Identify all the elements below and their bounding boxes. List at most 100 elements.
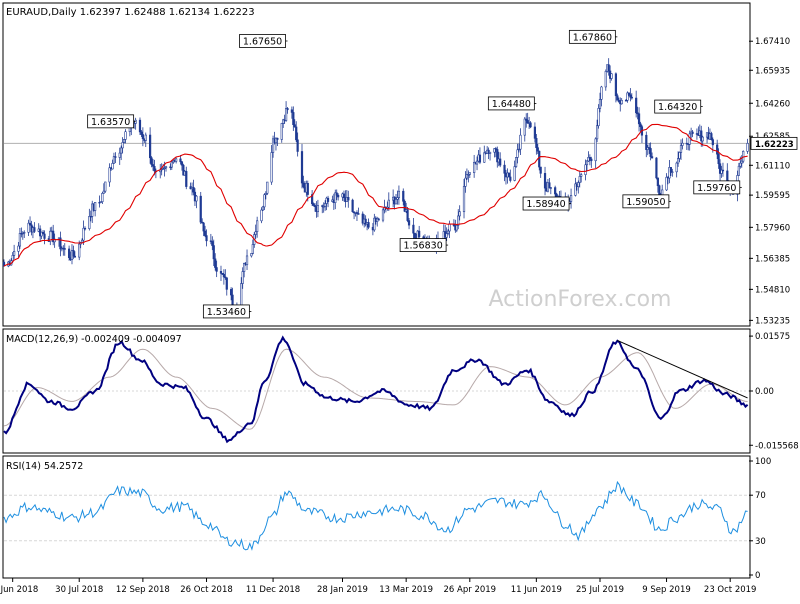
candle-body — [355, 212, 359, 214]
candle-body — [243, 263, 246, 272]
annotation-box — [654, 99, 702, 114]
candle-body — [387, 199, 390, 208]
annotation-box — [522, 196, 570, 211]
current-price-box — [750, 136, 798, 150]
candle-body — [445, 233, 448, 238]
candle-body — [740, 160, 743, 164]
candle-body — [584, 164, 587, 175]
candle-body — [231, 294, 234, 307]
candle-body — [225, 277, 228, 290]
candle-body — [162, 168, 165, 170]
price-y-tick-label: 1.57960 — [755, 223, 790, 233]
candle-body — [170, 161, 173, 168]
price-y-tick-label: 1.56385 — [755, 254, 790, 264]
rsi-header: RSI(14) 54.2572 — [6, 461, 83, 472]
candle-body — [742, 151, 745, 162]
candle-body — [300, 151, 304, 184]
macd-y-tick-label: 0.01575 — [755, 332, 790, 342]
candle-body — [580, 174, 583, 177]
candle-body — [112, 156, 116, 164]
candle-body — [88, 216, 91, 229]
price-y-tick-label: 1.59595 — [755, 191, 790, 201]
candle-body — [396, 197, 399, 200]
candle-body — [475, 160, 479, 165]
candle-body — [588, 157, 591, 160]
candle-body — [418, 230, 421, 238]
candle-body — [639, 123, 642, 127]
candle-body — [212, 245, 215, 260]
candle-body — [636, 112, 639, 115]
candle-body — [53, 238, 56, 243]
candle-body — [23, 232, 26, 234]
candle-body — [569, 195, 573, 202]
candle-body — [533, 126, 537, 139]
x-tick-label: 14 Jun 2018 — [0, 585, 38, 595]
candle-body — [577, 182, 580, 187]
candle-body — [52, 230, 55, 243]
price-panel-frame — [2, 2, 751, 327]
macd-layer — [3, 335, 749, 444]
candle-body — [322, 206, 325, 208]
candle-body — [514, 157, 518, 167]
candle-body — [523, 118, 526, 136]
candle-body — [402, 190, 405, 202]
x-tick-label: 25 Jul 2019 — [576, 585, 624, 595]
candle-body — [517, 148, 521, 151]
x-tick-label: 26 Oct 2018 — [180, 585, 233, 595]
candle-body — [535, 138, 538, 148]
candle-body — [280, 123, 283, 140]
candle-body — [102, 190, 105, 194]
candle-body — [529, 122, 532, 128]
candle-body — [594, 138, 597, 162]
candle-body — [342, 193, 346, 198]
price-y-tick-label: 1.53235 — [755, 316, 790, 326]
candle-body — [114, 156, 117, 158]
candle-body — [179, 158, 182, 163]
candle-body — [150, 157, 153, 165]
candle-body — [397, 190, 401, 198]
macd-trendline — [617, 339, 748, 399]
candle-body — [701, 136, 704, 142]
candle-body — [182, 164, 185, 176]
candle-body — [590, 158, 593, 162]
annotation-label: 1.67860 — [573, 32, 612, 43]
candle-body — [455, 225, 458, 231]
candle-body — [264, 192, 267, 196]
candle-body — [43, 233, 46, 239]
candle-body — [222, 273, 225, 278]
candle-body — [509, 176, 512, 181]
candle-body — [718, 163, 722, 174]
candle-body — [302, 182, 305, 188]
candle-body — [721, 169, 725, 172]
candle-body — [624, 99, 628, 102]
x-tick-label: 28 Jan 2019 — [317, 585, 368, 595]
moving-average-line — [3, 123, 748, 267]
x-tick-label: 9 Sep 2019 — [642, 585, 690, 595]
candle-body — [185, 171, 188, 187]
candle-body — [688, 133, 691, 145]
candle-body — [11, 255, 14, 262]
candle-body — [574, 183, 577, 196]
candle-body — [202, 222, 205, 232]
price-y-tick-label: 1.54810 — [755, 285, 790, 295]
candle-body — [149, 134, 152, 159]
x-tick-label: 11 Dec 2018 — [246, 585, 300, 595]
candle-body — [655, 157, 658, 179]
candle-body — [637, 113, 641, 125]
candle-body — [679, 145, 683, 153]
candle-body — [627, 92, 631, 96]
candle-body — [487, 149, 490, 154]
candle-body — [457, 215, 460, 226]
candle-body — [33, 227, 36, 232]
candle-body — [101, 192, 104, 202]
candle-body — [221, 273, 224, 275]
annotation-box — [487, 96, 535, 111]
candle-body — [710, 133, 713, 140]
candle-body — [215, 267, 218, 272]
candle-body — [465, 174, 469, 179]
candle-body — [306, 183, 309, 195]
candle-body — [41, 231, 45, 235]
candle-body — [99, 201, 103, 203]
candle-body — [478, 154, 482, 163]
